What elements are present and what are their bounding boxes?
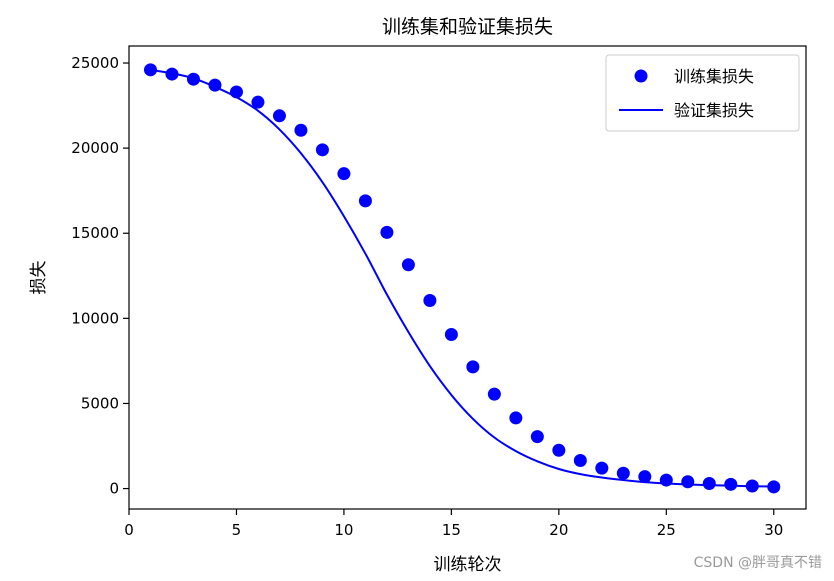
training-loss-point [337,167,351,181]
training-loss-point [487,387,501,401]
y-tick-label: 25000 [71,54,119,72]
training-loss-point [251,95,265,109]
training-loss-point [767,480,781,494]
watermark: CSDN @胖哥真不错 [694,555,822,571]
training-loss-point [466,360,480,374]
legend: 训练集损失 验证集损失 [605,54,800,132]
y-tick-label: 15000 [71,224,119,242]
x-tick-label: 5 [232,521,242,539]
training-loss-point [358,194,372,208]
training-loss-point [444,328,458,342]
y-tick-label: 5000 [81,394,119,412]
legend-label-training: 训练集损失 [674,67,754,86]
x-tick-label: 0 [124,521,134,539]
training-loss-point [616,466,630,480]
training-loss-point [595,461,609,475]
training-loss-point [143,63,157,77]
training-loss-point [401,258,415,272]
chart-title: 训练集和验证集损失 [382,16,553,38]
x-tick-label: 20 [549,521,568,539]
y-tick-label: 0 [109,480,119,498]
training-loss-point [530,430,544,444]
training-loss-point [423,293,437,307]
training-loss-series [143,63,781,494]
legend-label-validation: 验证集损失 [674,101,754,120]
training-loss-point [724,477,738,491]
y-tick-label: 10000 [71,309,119,327]
training-loss-point [208,78,222,92]
plot-area [128,45,807,510]
training-loss-point [573,453,587,467]
training-loss-point [659,473,673,487]
x-axis: 0 5 10 15 20 25 30 [124,509,783,539]
training-loss-point [552,443,566,457]
validation-loss-series [150,68,774,488]
training-loss-point [315,143,329,157]
training-loss-point [272,109,286,123]
x-tick-label: 25 [657,521,676,539]
y-axis: 0 5000 10000 15000 20000 25000 [71,54,129,498]
training-loss-point [294,123,308,137]
y-tick-label: 20000 [71,139,119,157]
validation-loss-line [150,68,774,488]
training-loss-point [229,85,243,99]
training-loss-point [638,470,652,484]
y-axis-title: 损失 [29,261,49,295]
training-loss-point [165,67,179,81]
training-loss-point [509,411,523,425]
training-loss-point [745,479,759,493]
training-loss-point [186,72,200,86]
training-loss-point [681,475,695,489]
legend-marker-training [634,69,648,83]
legend-box [605,54,800,132]
x-tick-label: 30 [764,521,783,539]
x-axis-title: 训练轮次 [434,555,502,575]
x-tick-label: 15 [442,521,461,539]
x-tick-label: 10 [334,521,353,539]
training-loss-point [380,225,394,239]
training-loss-point [702,476,716,490]
